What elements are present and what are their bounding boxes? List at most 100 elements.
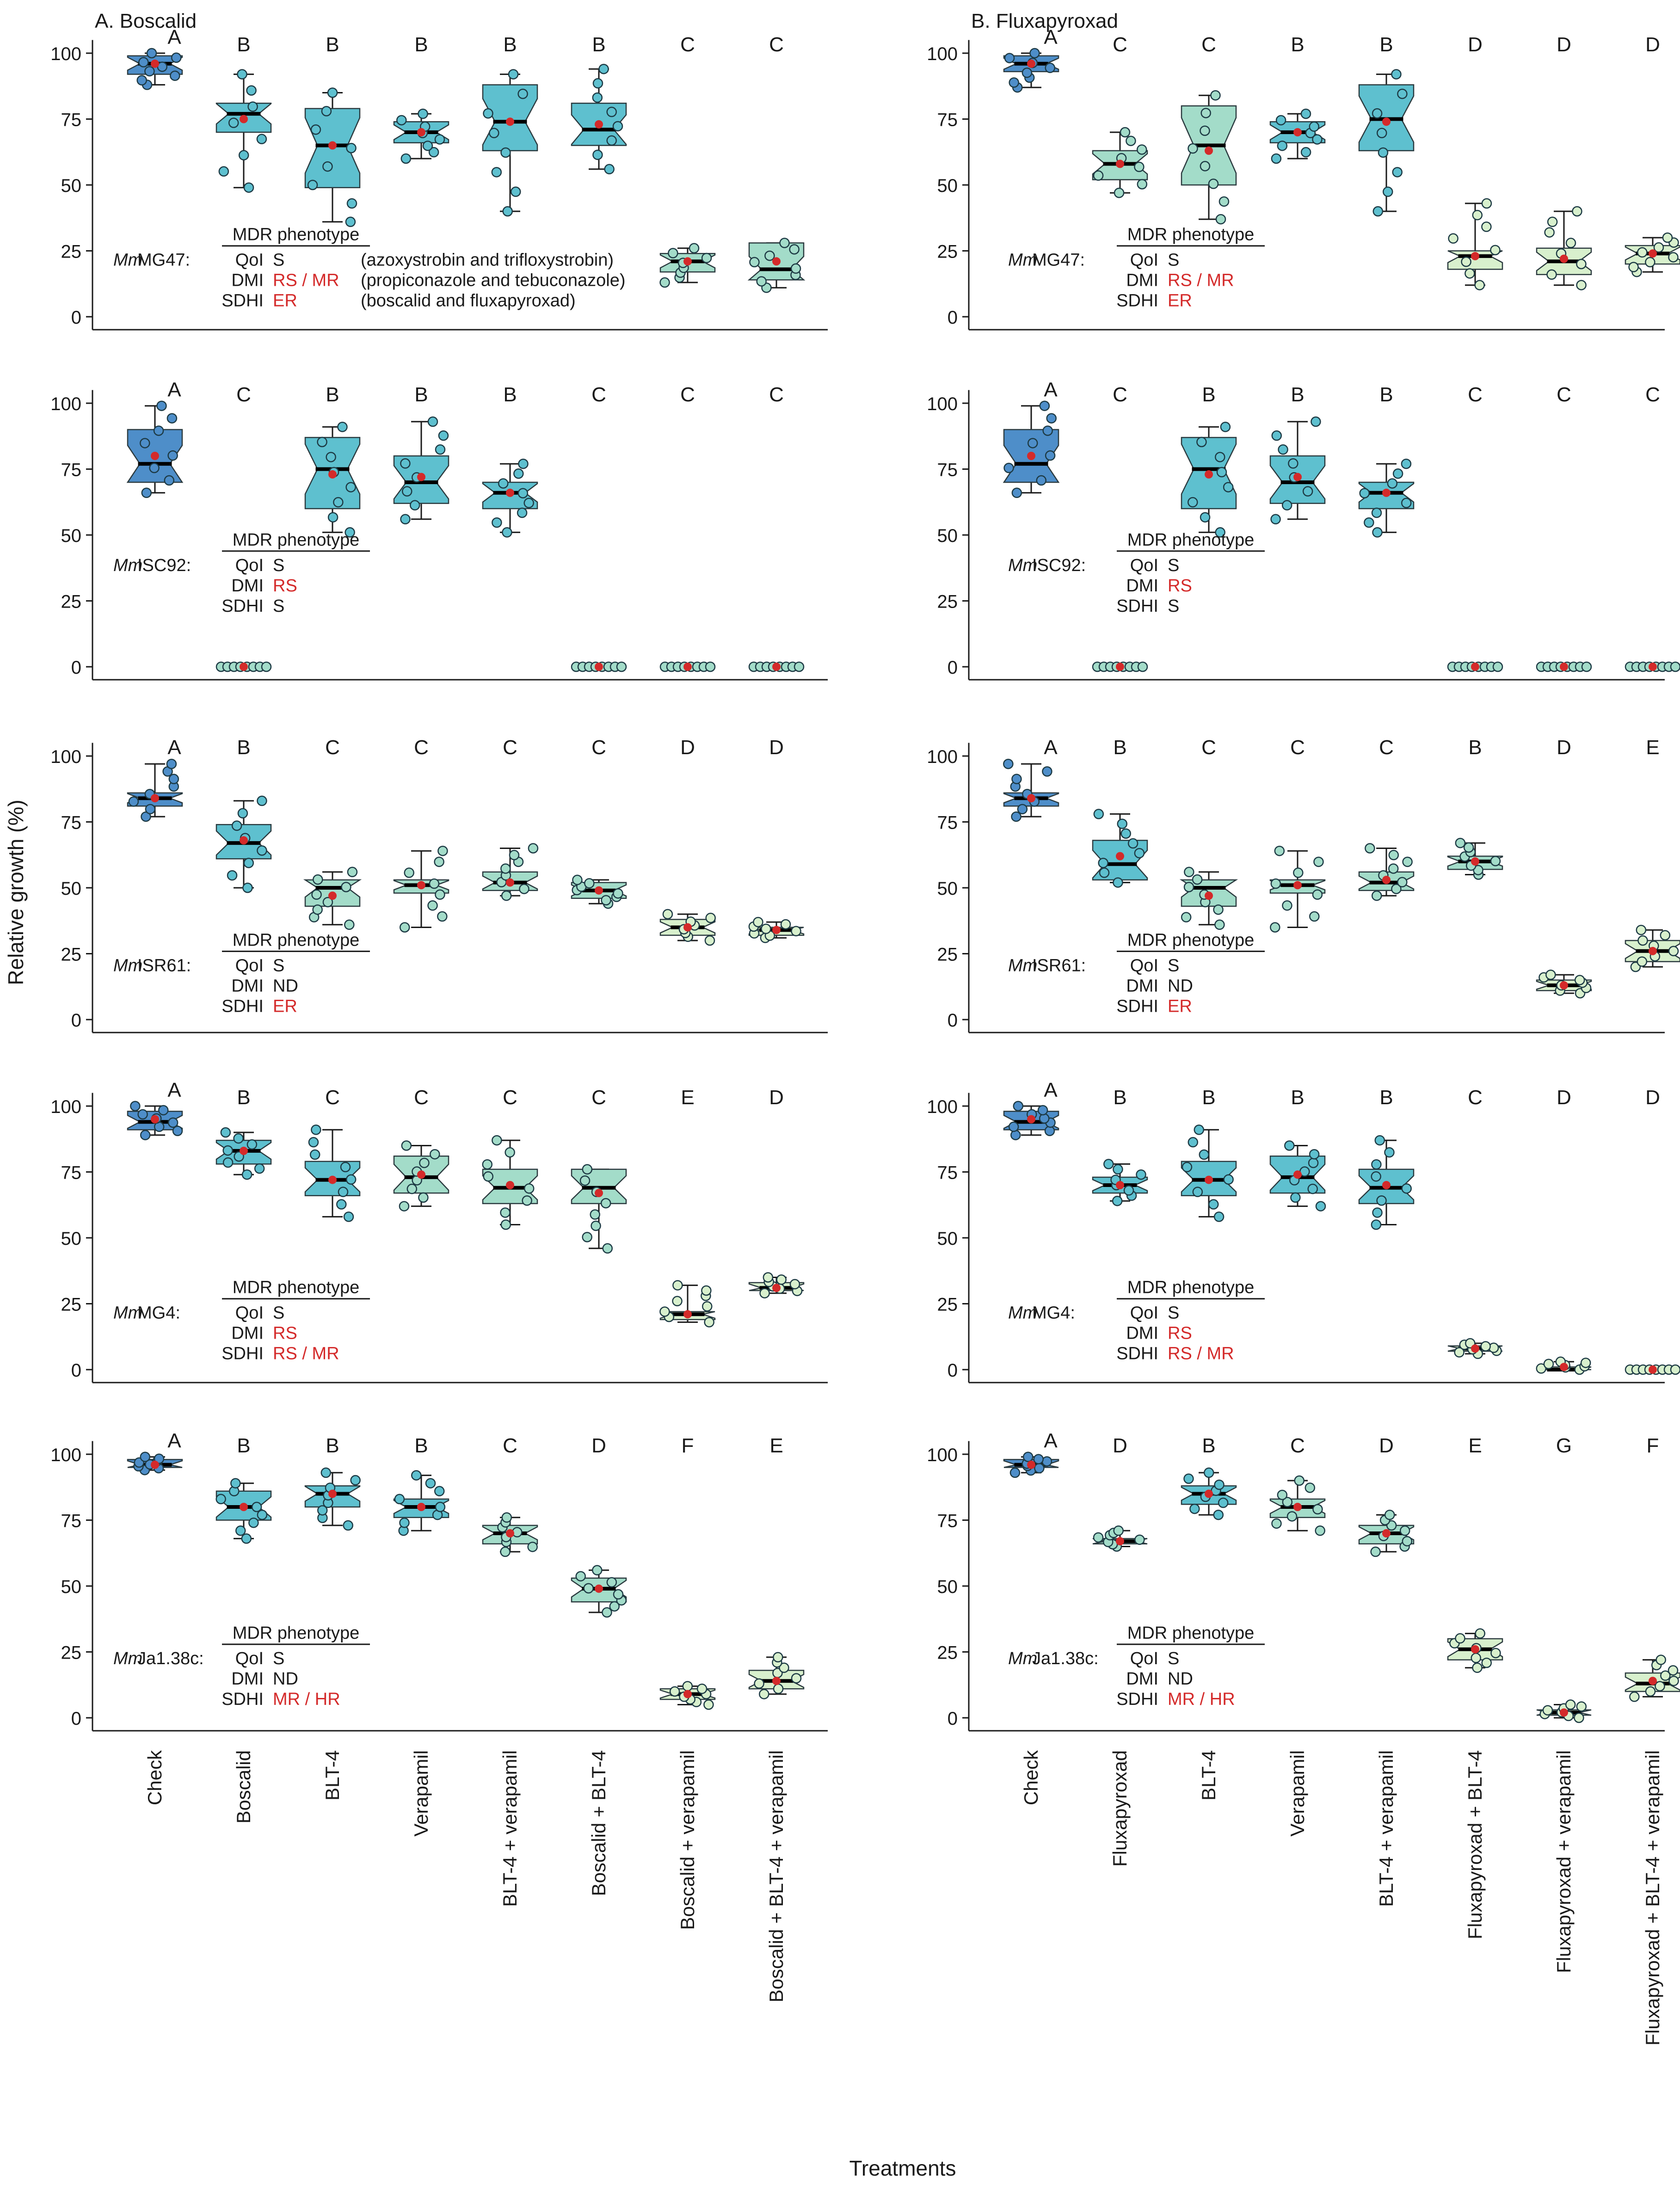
data-point [435, 1501, 446, 1513]
y-tick-label: 75 [937, 1163, 958, 1183]
fungicide-class: DMI [231, 1324, 264, 1343]
resistance-value: ND [273, 1669, 298, 1689]
isolate-species: Mm [1008, 556, 1037, 575]
data-point [345, 482, 356, 492]
y-tick-label: 0 [948, 658, 958, 678]
data-point [137, 1109, 148, 1120]
data-point [1120, 828, 1131, 839]
significance-letter: C [325, 1086, 340, 1109]
mean-marker [1382, 875, 1391, 884]
data-point [138, 57, 149, 68]
data-point [791, 926, 801, 936]
significance-letter: B [1202, 1434, 1215, 1457]
data-point [238, 150, 249, 160]
data-point [411, 1470, 422, 1481]
data-point [145, 804, 156, 815]
data-point [231, 820, 242, 831]
data-point [1011, 487, 1022, 498]
data-point [1188, 1137, 1199, 1148]
data-point [1376, 1195, 1387, 1206]
y-tick-label: 100 [50, 1097, 81, 1117]
mean-marker [772, 257, 781, 266]
data-point [254, 1163, 265, 1174]
y-tick-label: 75 [61, 460, 82, 480]
significance-letter: C [769, 383, 784, 406]
data-point [761, 923, 771, 935]
significance-letter: B [1379, 1086, 1393, 1109]
category-label: Fluxapyroxad [1109, 1750, 1131, 1867]
significance-letter: B [1468, 736, 1482, 759]
mean-marker [683, 257, 692, 266]
fungicide-class: SDHI [222, 1690, 264, 1709]
data-point [1660, 930, 1671, 941]
data-point [1277, 141, 1288, 151]
fungicide-note: (propiconazole and tebuconazole) [361, 271, 626, 290]
mean-marker [417, 473, 425, 481]
box-0: A [1003, 1079, 1059, 1140]
fungicide-class: DMI [1126, 1669, 1158, 1689]
isolate-name: Ja1.38c: [1032, 1649, 1099, 1668]
panel-title: B. Fluxapyroxad [971, 10, 1118, 32]
y-tick-label: 50 [61, 879, 82, 899]
data-point [702, 1301, 713, 1312]
y-tick-label: 25 [937, 242, 958, 262]
data-point [170, 70, 180, 81]
significance-letter: B [503, 33, 517, 56]
mean-marker [1027, 1115, 1035, 1124]
mean-marker [1471, 1344, 1479, 1353]
data-point [592, 78, 603, 89]
data-point [312, 904, 323, 915]
data-point [168, 774, 179, 784]
fungicide-class: DMI [231, 576, 264, 596]
data-point [1042, 766, 1052, 777]
mean-marker [1649, 947, 1657, 955]
mean-marker [1649, 249, 1657, 258]
category-label: Fluxapyroxad + BLT-4 + verapamil [1642, 1750, 1663, 2046]
box-0: A [127, 736, 183, 822]
data-point [1137, 179, 1148, 190]
significance-letter: B [414, 1434, 428, 1457]
data-point [1200, 125, 1210, 136]
data-point [399, 1517, 410, 1528]
data-point [1213, 1509, 1224, 1520]
y-tick-label: 100 [50, 394, 81, 414]
data-point [701, 1285, 712, 1296]
mean-marker [240, 1503, 248, 1511]
data-point [1136, 1169, 1146, 1180]
data-point [1574, 975, 1585, 985]
data-point [1475, 1628, 1485, 1639]
data-point [511, 186, 521, 197]
data-point [220, 1127, 231, 1138]
mean-marker [1205, 1489, 1213, 1498]
data-point [434, 856, 444, 867]
data-point [1312, 1504, 1323, 1515]
isolate-name: MG47: [1032, 251, 1085, 270]
data-point [583, 1583, 594, 1594]
data-point [519, 884, 529, 894]
mean-marker [595, 1189, 603, 1198]
data-point [1218, 196, 1230, 207]
mean-marker [151, 794, 159, 803]
resistance-value: S [1168, 596, 1179, 616]
fungicide-class: SDHI [1116, 1690, 1158, 1709]
data-point [136, 75, 147, 86]
data-point [1137, 661, 1148, 672]
significance-letter: D [1645, 1086, 1660, 1109]
data-point [492, 517, 502, 528]
data-point [523, 498, 534, 509]
data-point [1114, 187, 1125, 198]
data-point [1370, 1546, 1381, 1557]
data-point [600, 1198, 611, 1209]
data-point [794, 661, 805, 672]
row-ja138c: 0 25 50 75 100 A D B C D E G F MDR phenotype MmJa1.38c… [927, 1430, 1680, 1732]
box-7: C [747, 33, 806, 293]
data-point [575, 1571, 586, 1582]
data-point [582, 1232, 592, 1242]
significance-letter: E [681, 1086, 694, 1109]
resistance-value: RS / MR [273, 271, 339, 290]
category-label: Boscalid + BLT-4 [588, 1750, 609, 1896]
